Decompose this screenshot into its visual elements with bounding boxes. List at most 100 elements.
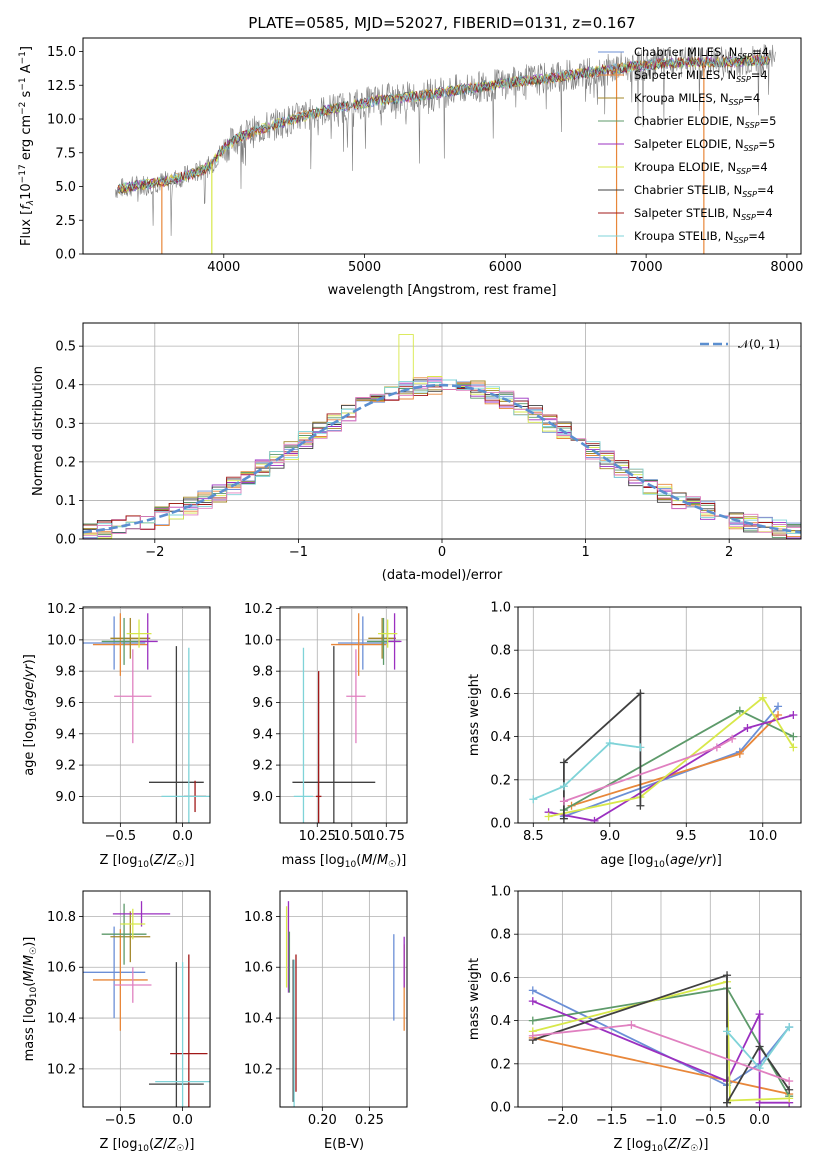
legend-label-4: Salpeter ELODIE, NSSP=5 [634, 137, 775, 153]
spectrum-lines [115, 44, 776, 254]
p7-ytick-label-3: 10.8 [244, 910, 273, 925]
p5-marker-5-3 [636, 801, 645, 810]
p6-ytick-label-1: 10.4 [47, 1012, 76, 1027]
p7-ytick-label-2: 10.6 [244, 961, 273, 976]
spectrum-xtick-label-0: 4000 [207, 260, 240, 275]
p8-marker-3-0 [528, 997, 537, 1006]
spectrum-ytick-label-5: 12.5 [47, 79, 76, 94]
p7-frame [279, 890, 408, 1108]
legend-label-6: Chabrier STELIB, NSSP=4 [634, 183, 774, 199]
p8-marker-5-4 [785, 1085, 794, 1094]
p5-xtick-label-0: 8.5 [523, 829, 544, 844]
spectrum-ytick-label-6: 15.0 [47, 45, 76, 60]
p8-xtick-label-2: −1.0 [645, 1113, 677, 1128]
p6-ytick-label-3: 10.8 [47, 910, 76, 925]
p5-marker-2-1 [735, 706, 744, 715]
histogram-ytick-label-3: 0.3 [55, 417, 76, 432]
spectrum-frame [82, 37, 802, 255]
spectrum-ytick-label-1: 2.5 [55, 214, 76, 229]
histogram-legend: 𝒩(0, 1) [700, 337, 780, 351]
p5-marker-4-0 [544, 812, 553, 821]
p3-ytick-label-4: 9.8 [55, 665, 76, 680]
p5-marker-6-1 [559, 782, 568, 791]
p7-xtick-label-1: 0.25 [355, 1113, 384, 1128]
p5-line-4 [548, 696, 795, 818]
ebv-vs-mass-panel: 0.20 0.25 10.2 10.4 10.6 10.8 [244, 890, 408, 1128]
p4-ytick-label-5: 10.0 [244, 633, 273, 648]
spectrum-xtick-label-1: 5000 [348, 260, 381, 275]
histogram-series [83, 334, 801, 539]
p5-marker-7-2 [728, 734, 737, 743]
p6-ylabel: mass [log10(M/M☉)] [22, 937, 39, 1062]
legend-label-8: Kroupa STELIB, NSSP=4 [634, 229, 765, 245]
p8-marker-5-1 [723, 971, 732, 980]
legend-label-0: Chabrier MILES, NSSP=4 [634, 45, 769, 61]
p4-ytick-label-0: 9.0 [252, 790, 273, 805]
p8-series [528, 971, 794, 1107]
weight-vs-age-panel: 8.5 9.0 9.5 10.0 0.0 0.2 0.4 0.6 0.8 1.0 [490, 601, 802, 844]
p5-xtick-label-2: 9.5 [676, 829, 697, 844]
p8-xtick-label-1: −1.5 [596, 1113, 628, 1128]
p7-points [285, 901, 405, 1107]
p5-ytick-label-0: 0.0 [490, 817, 511, 832]
spectrum-plot-area: 4000 5000 6000 7000 8000 0.0 2.5 5.0 7.5 10.0 12.5… [47, 37, 803, 275]
spectrum-xtick-label-4: 8000 [770, 260, 803, 275]
p8-ytick-label-0: 0.0 [490, 1101, 511, 1116]
spectrum-legend: Chabrier MILES, NSSP=4 Salpeter MILES, NS… [598, 45, 776, 245]
histogram-ytick-label-0: 0.0 [55, 533, 76, 548]
p5-frame [517, 606, 802, 824]
p4-ytick-label-2: 9.4 [252, 727, 273, 742]
p5-marker-4-3 [789, 743, 798, 752]
p7-xlabel: E(B-V) [324, 1137, 364, 1152]
histogram-ylabel: Normed distribution [31, 366, 46, 496]
spectrum-ytick-label-4: 10.0 [47, 113, 76, 128]
legend-label-1: Salpeter MILES, NSSP=4 [634, 68, 768, 84]
spectrum-xlabel: wavelength [Angstrom, rest frame] [328, 283, 557, 298]
spectrum-panel: PLATE=0585, MJD=52027, FIBERID=0131, z=0… [18, 14, 803, 298]
z-vs-age-panel: −0.5 0.0 9.0 9.2 9.4 9.6 9.8 10.0 10.2 [47, 602, 211, 844]
p3-frame [82, 606, 211, 824]
p5-xtick-label-1: 9.0 [599, 829, 620, 844]
spectrum-title: PLATE=0585, MJD=52027, FIBERID=0131, z=0… [248, 14, 635, 32]
p5-marker-5-0 [559, 814, 568, 823]
p3-ytick-label-3: 9.6 [55, 696, 76, 711]
p5-ytick-label-1: 0.2 [490, 773, 511, 788]
p5-marker-0-2 [774, 702, 783, 711]
p5-marker-6-3 [636, 743, 645, 752]
p8-marker-0-0 [528, 986, 537, 995]
p4-ytick-label-3: 9.6 [252, 696, 273, 711]
p4-frame [279, 606, 408, 824]
p5-series [529, 689, 798, 823]
z-vs-mass-panel: −0.5 0.0 10.2 10.4 10.6 10.8 [47, 890, 211, 1128]
p4-ytick-label-4: 9.8 [252, 665, 273, 680]
p8-frame [517, 890, 802, 1108]
histogram-xtick-label-2: 0 [438, 545, 446, 560]
p3-ylabel: age [log10(age/yr)] [22, 654, 39, 776]
p8-xtick-label-3: −0.5 [694, 1113, 726, 1128]
spectrum-ytick-label-3: 7.5 [55, 146, 76, 161]
gaussian-curve [83, 383, 801, 534]
p5-ylabel: mass weight [467, 674, 482, 756]
p8-line-1 [532, 1037, 790, 1095]
p3-points [83, 613, 210, 823]
p3-xlabel: Z [log10(Z/Z☉)] [100, 853, 195, 870]
p5-marker-5-1 [559, 758, 568, 767]
p4-ytick-label-6: 10.2 [244, 602, 273, 617]
p8-marker-3-2 [755, 1010, 764, 1019]
p3-ytick-label-2: 9.4 [55, 727, 76, 742]
p4-ytick-label-1: 9.2 [252, 759, 273, 774]
p6-points [83, 901, 210, 1107]
p3-ytick-label-5: 10.0 [47, 633, 76, 648]
legend-label-5: Kroupa ELODIE, NSSP=4 [634, 160, 768, 176]
p8-marker-7-0 [528, 1031, 537, 1040]
legend-label-3: Chabrier ELODIE, NSSP=5 [634, 114, 776, 130]
p5-ytick-label-5: 1.0 [490, 601, 511, 616]
axis-labels: Z [log10(Z/Z☉)] age [log10(age/yr)] mass… [22, 654, 722, 1154]
p5-line-6 [532, 742, 641, 801]
p5-line-0 [563, 705, 779, 818]
p3-xtick-label-0: −0.5 [105, 829, 137, 844]
p7-ytick-label-0: 10.2 [244, 1062, 273, 1077]
p3-ytick-label-1: 9.2 [55, 759, 76, 774]
gaussian-legend-label: 𝒩(0, 1) [738, 337, 780, 351]
